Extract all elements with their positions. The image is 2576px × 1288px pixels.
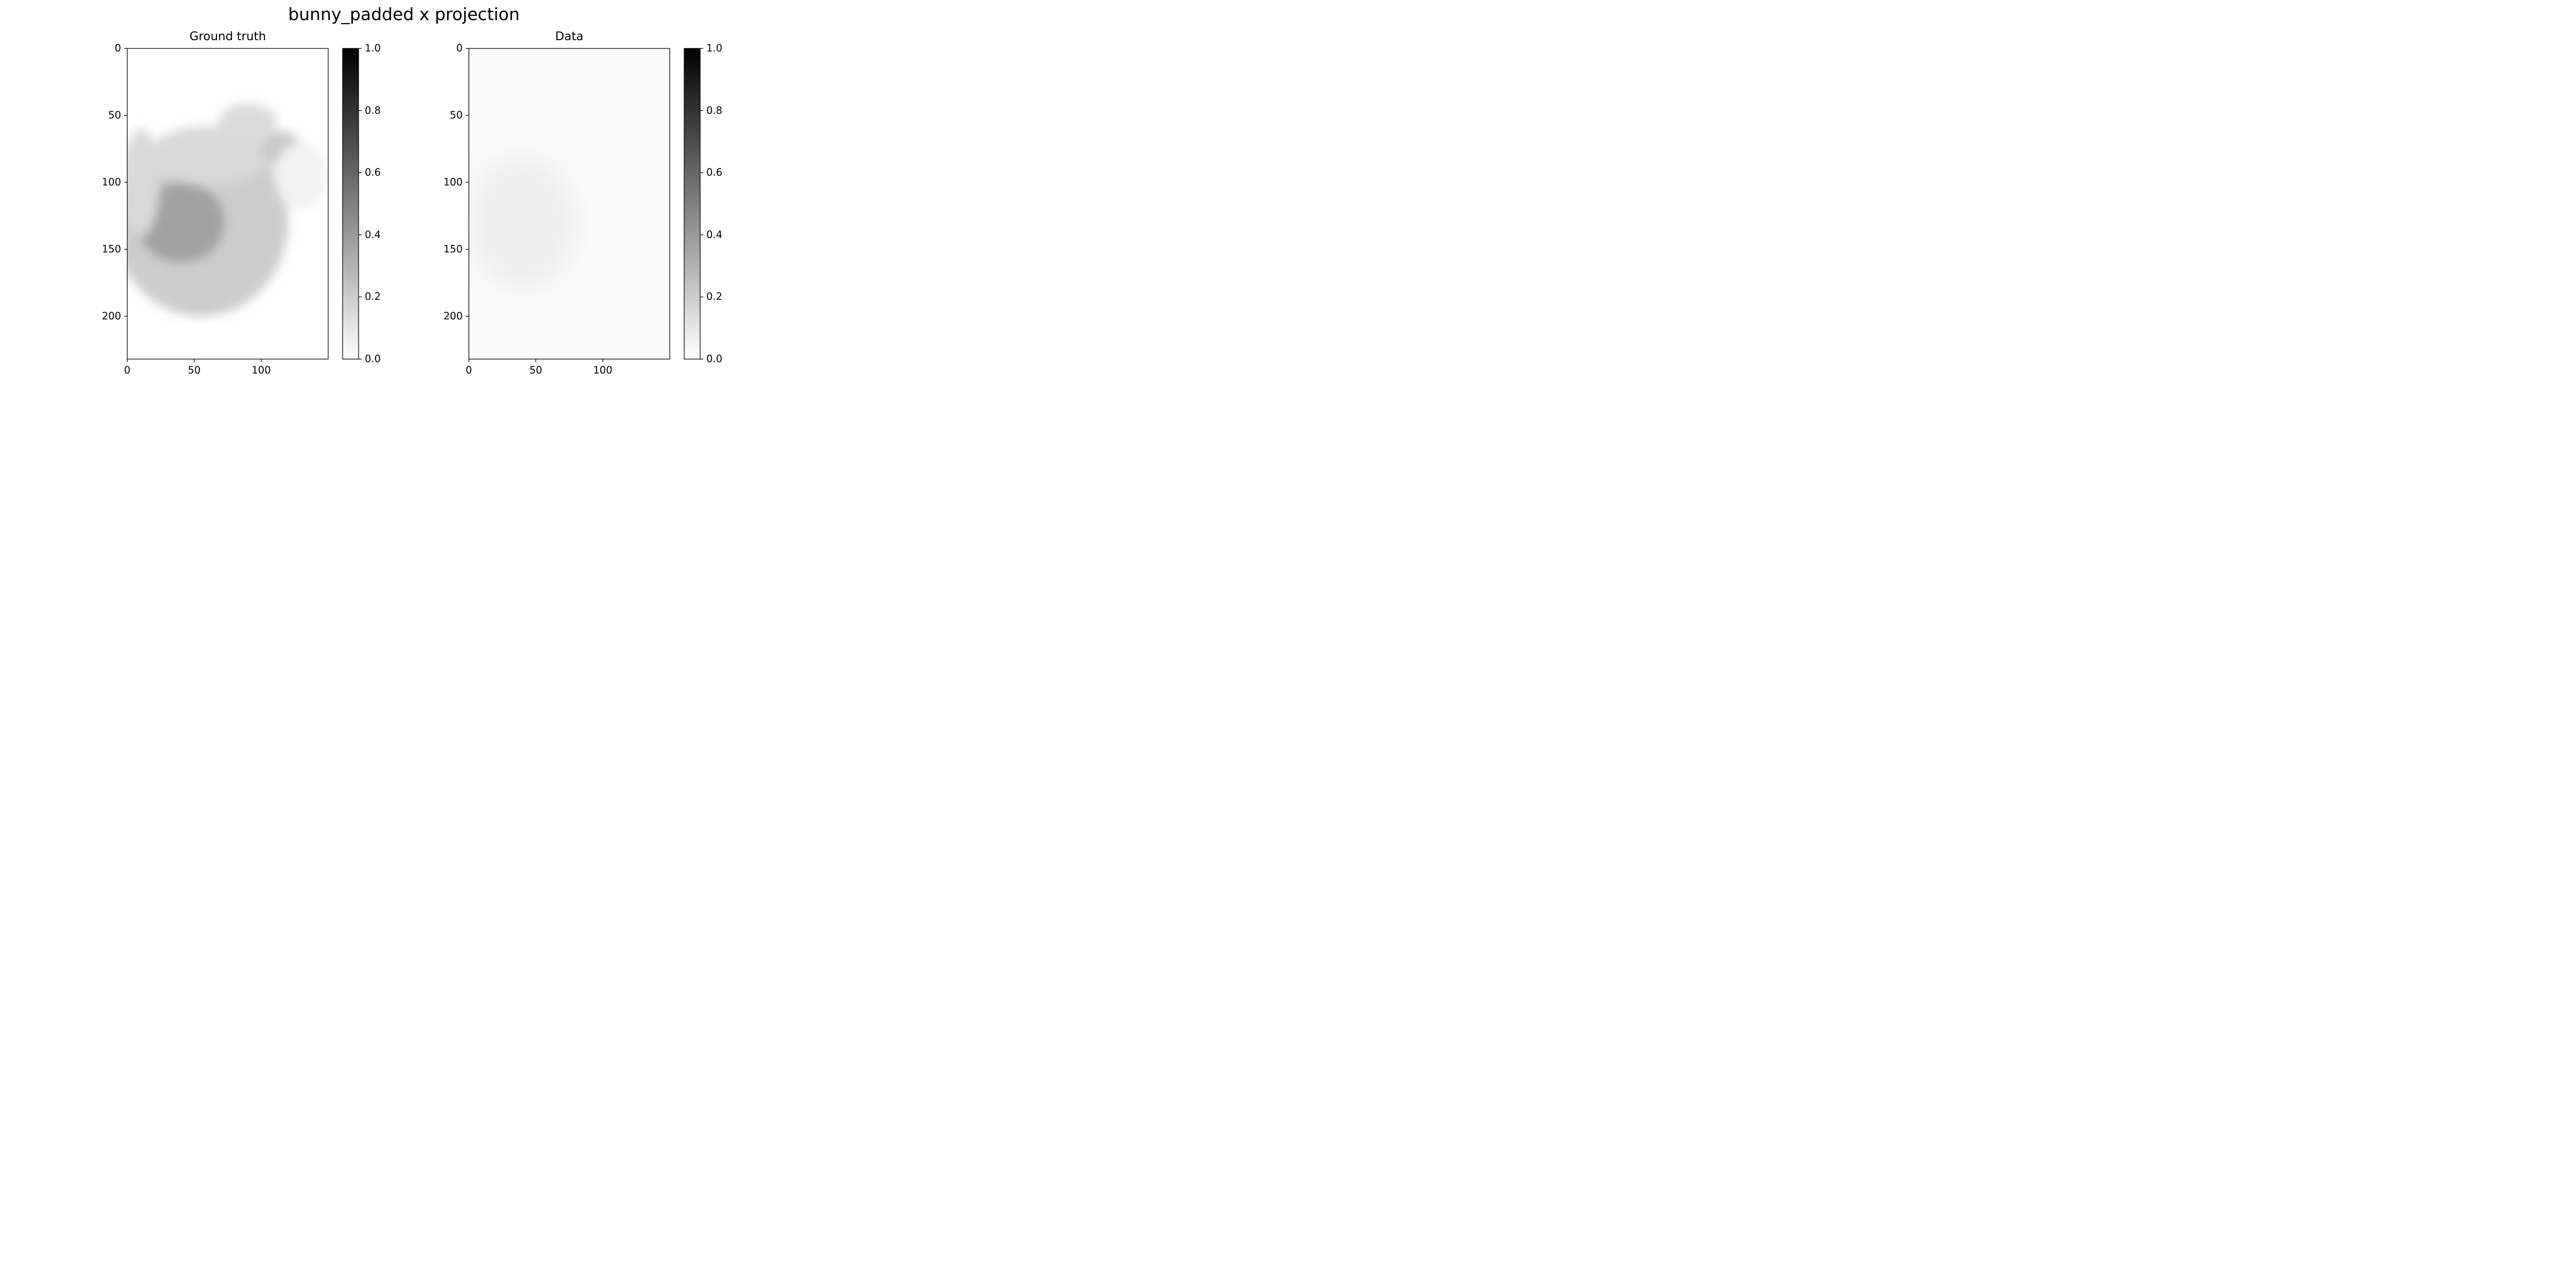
colorbar-tick-label: 0.2 [365,291,381,303]
y-tick-label: 200 [443,310,463,322]
y-tick-label: 0 [456,42,463,54]
intensity-region-1-1 [596,135,636,176]
figure-title: bunny_padded x projection [288,4,520,24]
intensity-region-0-6 [127,128,160,236]
x-tick-label: 50 [188,364,201,376]
colorbar-data [684,48,701,360]
y-tick-label: 100 [443,176,463,188]
y-tick-label: 150 [443,243,463,255]
y-tick-label: 200 [101,310,121,322]
colorbar-tick-label: 0.2 [706,291,723,303]
panel-title-data: Data [555,30,584,43]
colorbar-tick-label: 0.0 [365,353,381,365]
colorbar-tick-label: 0.6 [365,166,381,179]
colorbar-tick-label: 0.4 [365,228,381,241]
intensity-region-0-5 [275,142,328,209]
intensity-region-1-0 [469,155,576,290]
x-tick-label: 50 [529,364,543,376]
x-tick-label: 100 [593,364,613,376]
colorbar-tick-label: 0.6 [706,166,723,179]
x-tick-label: 100 [251,364,271,376]
x-tick-label: 0 [465,364,472,376]
colorbar-tick-label: 0.0 [706,353,723,365]
colorbar-ground-truth [342,48,359,360]
heatmap-data [468,48,670,360]
y-tick-label: 0 [114,42,121,54]
colorbar-tick-label: 0.8 [706,104,723,116]
colorbar-tick-label: 0.8 [365,104,381,116]
y-tick-label: 150 [101,243,121,255]
heatmap-ground-truth [127,48,329,360]
intensity-region-0-2 [147,126,268,185]
y-tick-label: 100 [101,176,121,188]
panel-title-ground-truth: Ground truth [189,30,266,43]
intensity-region-0-3 [218,103,278,141]
y-tick-label: 50 [450,109,463,121]
intensity-region-0-1 [137,182,225,263]
figure-canvas [124,48,703,362]
x-tick-label: 0 [124,364,131,376]
y-tick-label: 50 [108,109,121,121]
colorbar-tick-label: 1.0 [365,42,381,54]
colorbar-tick-label: 1.0 [706,42,723,54]
colorbar-tick-label: 0.4 [706,228,723,241]
